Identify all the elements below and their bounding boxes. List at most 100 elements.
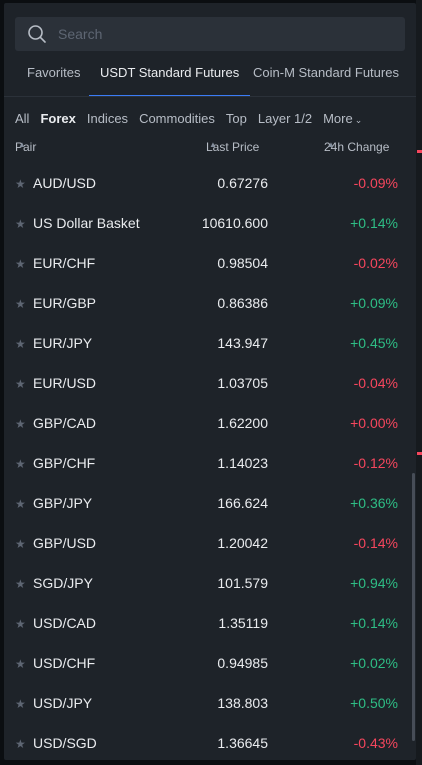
background-app-edge <box>416 0 422 765</box>
pair-name: EUR/CHF <box>33 255 96 271</box>
change-24h: -0.04% <box>353 375 398 391</box>
star-icon[interactable]: ★ <box>15 737 26 751</box>
sort-icon: ▲︎ <box>18 140 26 149</box>
star-icon[interactable]: ★ <box>15 177 26 191</box>
tab-favorites[interactable]: Favorites <box>27 65 81 80</box>
change-24h: -0.43% <box>353 735 398 751</box>
column-header-pair: Pair <box>15 140 37 154</box>
chevron-down-icon: ⌄ <box>354 114 363 125</box>
change-24h: +0.94% <box>350 575 398 591</box>
last-price: 1.35119 <box>218 615 268 631</box>
last-price: 1.14023 <box>217 455 268 471</box>
star-icon[interactable]: ★ <box>15 657 26 671</box>
last-price: 0.94985 <box>217 655 268 671</box>
star-icon[interactable]: ★ <box>15 537 26 551</box>
column-header-last-price: Last Price <box>206 140 260 154</box>
star-icon[interactable]: ★ <box>15 457 26 471</box>
column-header-24h-change: 24h Change <box>324 140 390 154</box>
pair-name: GBP/JPY <box>33 495 93 511</box>
change-24h: +0.50% <box>350 695 398 711</box>
background-marker <box>417 150 422 153</box>
market-row[interactable]: ★ GBP/CHF 1.14023 -0.12% <box>4 444 410 484</box>
market-selector-panel: Favorites USDT Standard Futures Coin-M S… <box>4 3 416 760</box>
pair-name: USD/JPY <box>33 695 93 711</box>
last-price: 1.62200 <box>217 415 268 431</box>
star-icon[interactable]: ★ <box>15 217 26 231</box>
filter-forex[interactable]: Forex <box>40 110 76 126</box>
change-24h: -0.09% <box>353 175 398 191</box>
tab-coin-m-standard-futures[interactable]: Coin-M Standard Futures <box>253 65 399 80</box>
filter-indices[interactable]: Indices <box>86 110 129 126</box>
change-24h: +0.14% <box>350 615 398 631</box>
pair-name: EUR/GBP <box>33 295 97 311</box>
market-row[interactable]: ★ GBP/CAD 1.62200 +0.00% <box>4 404 410 444</box>
change-24h: +0.36% <box>350 495 398 511</box>
filter-all[interactable]: All <box>15 110 30 126</box>
market-row[interactable]: ★ US Dollar Basket 10610.600 +0.14% <box>4 204 410 244</box>
last-price: 101.579 <box>217 575 268 591</box>
pair-name: USD/CHF <box>33 655 96 671</box>
star-icon[interactable]: ★ <box>15 377 26 391</box>
market-row[interactable]: ★ EUR/CHF 0.98504 -0.02% <box>4 244 410 284</box>
change-24h: +0.02% <box>350 655 398 671</box>
last-price: 0.86386 <box>217 295 268 311</box>
market-row[interactable]: ★ EUR/USD 1.03705 -0.04% <box>4 364 410 404</box>
market-row[interactable]: ★ USD/CHF 0.94985 +0.02% <box>4 644 410 684</box>
filter-more[interactable]: More ⌄ <box>323 111 362 126</box>
market-row[interactable]: ★ GBP/JPY 166.624 +0.36% <box>4 484 410 524</box>
background-marker <box>417 452 422 455</box>
scrollbar[interactable] <box>412 473 415 741</box>
change-24h: -0.02% <box>353 255 398 271</box>
market-row[interactable]: ★ USD/SGD 1.36645 -0.43% <box>4 724 410 760</box>
search-icon <box>28 25 46 43</box>
filter-layer-1-2[interactable]: Layer 1/2 <box>257 110 313 126</box>
table-header: Pair ▲︎ Last Price ▲︎ 24h Change ▲︎ <box>15 136 405 156</box>
tabs-divider <box>4 96 416 97</box>
market-row[interactable]: ★ EUR/JPY 143.947 +0.45% <box>4 324 410 364</box>
category-filters: All Forex Indices Commodities Top Layer … <box>15 108 373 128</box>
change-24h: -0.12% <box>353 455 398 471</box>
star-icon[interactable]: ★ <box>15 417 26 431</box>
star-icon[interactable]: ★ <box>15 257 26 271</box>
market-list: ★ AUD/USD 0.67276 -0.09% ★ US Dollar Basket 10… <box>4 164 410 760</box>
last-price: 0.67276 <box>217 175 268 191</box>
last-price: 143.947 <box>217 335 268 351</box>
change-24h: +0.00% <box>350 415 398 431</box>
pair-name: USD/SGD <box>33 735 97 751</box>
market-row[interactable]: ★ GBP/USD 1.20042 -0.14% <box>4 524 410 564</box>
star-icon[interactable]: ★ <box>15 337 26 351</box>
market-row[interactable]: ★ USD/CAD 1.35119 +0.14% <box>4 604 410 644</box>
pair-name: SGD/JPY <box>33 575 93 591</box>
last-price: 138.803 <box>217 695 268 711</box>
last-price: 10610.600 <box>201 215 268 231</box>
change-24h: -0.14% <box>353 535 398 551</box>
star-icon[interactable]: ★ <box>15 497 26 511</box>
pair-name: EUR/JPY <box>33 335 93 351</box>
pair-name: AUD/USD <box>33 175 97 191</box>
last-price: 1.20042 <box>217 535 268 551</box>
market-tabs: Favorites USDT Standard Futures Coin-M S… <box>4 59 416 97</box>
pair-name: GBP/CHF <box>33 455 96 471</box>
last-price: 1.36645 <box>217 735 268 751</box>
star-icon[interactable]: ★ <box>15 617 26 631</box>
market-row[interactable]: ★ SGD/JPY 101.579 +0.94% <box>4 564 410 604</box>
change-24h: +0.09% <box>350 295 398 311</box>
star-icon[interactable]: ★ <box>15 697 26 711</box>
market-row[interactable]: ★ AUD/USD 0.67276 -0.09% <box>4 164 410 204</box>
search-input[interactable] <box>58 26 358 42</box>
star-icon[interactable]: ★ <box>15 577 26 591</box>
market-row[interactable]: ★ USD/JPY 138.803 +0.50% <box>4 684 410 724</box>
filter-more-label: More <box>323 110 353 126</box>
search-box[interactable] <box>15 17 405 51</box>
pair-name: USD/CAD <box>33 615 97 631</box>
pair-name: GBP/USD <box>33 535 97 551</box>
star-icon[interactable]: ★ <box>15 297 26 311</box>
filter-commodities[interactable]: Commodities <box>139 110 215 126</box>
last-price: 0.98504 <box>217 255 268 271</box>
sort-icon: ▲︎ <box>327 140 335 149</box>
tab-usdt-standard-futures[interactable]: USDT Standard Futures <box>89 59 251 97</box>
market-row[interactable]: ★ EUR/GBP 0.86386 +0.09% <box>4 284 410 324</box>
last-price: 166.624 <box>217 495 268 511</box>
last-price: 1.03705 <box>217 375 268 391</box>
filter-top[interactable]: Top <box>225 110 247 126</box>
